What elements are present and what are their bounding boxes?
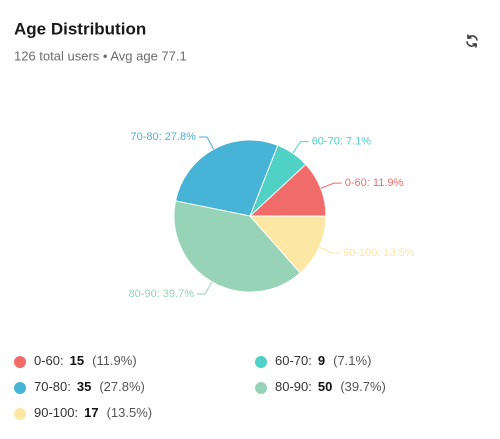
legend-percent: (39.7%) [340, 379, 386, 394]
chart-title: Age Distribution [14, 19, 146, 38]
legend-count: 15 [70, 353, 84, 368]
leader-line [319, 246, 341, 254]
legend-item: 0-60: 15 (11.9%) [14, 353, 137, 368]
leader-line [320, 182, 342, 189]
legend-text: 0-60: 15 (11.9%) [34, 353, 137, 368]
legend-percent: (27.8%) [99, 379, 145, 394]
legend-swatch [255, 382, 267, 394]
legend-label: 90-100: [34, 405, 78, 420]
legend-label: 0-60: [34, 353, 64, 368]
legend-count: 35 [77, 379, 91, 394]
legend-swatch [14, 356, 26, 368]
legend-count: 9 [318, 353, 325, 368]
slice-label: 60-70: 7.1% [312, 136, 372, 148]
legend-label: 80-90: [275, 379, 312, 394]
legend-swatch [14, 408, 26, 420]
legend-percent: (11.9%) [92, 353, 137, 368]
legend-text: 90-100: 17 (13.5%) [34, 405, 152, 420]
legend-text: 60-70: 9 (7.1%) [275, 353, 371, 368]
legend-swatch [255, 356, 267, 368]
legend-percent: (13.5%) [107, 405, 153, 420]
legend-percent: (7.1%) [333, 353, 371, 368]
legend-count: 50 [318, 379, 332, 394]
chart-subtitle: 126 total users • Avg age 77.1 [14, 48, 187, 63]
legend-text: 80-90: 50 (39.7%) [275, 379, 386, 394]
legend-label: 60-70: [275, 353, 312, 368]
slice-label: 0-60: 11.9% [345, 177, 404, 189]
legend-text: 70-80: 35 (27.8%) [34, 379, 145, 394]
leader-line [292, 141, 309, 154]
legend-item: 70-80: 35 (27.8%) [14, 379, 145, 394]
slice-label: 80-90: 39.7% [129, 288, 195, 300]
refresh-arrow [467, 34, 472, 39]
legend-label: 70-80: [34, 379, 71, 394]
slice-label: 90-100: 13.5% [343, 247, 415, 259]
slice-label: 70-80: 27.8% [131, 131, 197, 143]
legend-item: 60-70: 9 (7.1%) [255, 353, 371, 368]
legend-item: 90-100: 17 (13.5%) [14, 405, 152, 420]
legend-count: 17 [84, 405, 98, 420]
leader-line [197, 281, 213, 295]
pie-slice [173, 200, 301, 293]
legend-item: 80-90: 50 (39.7%) [255, 379, 386, 394]
pie-slice [248, 215, 327, 274]
leader-line [198, 136, 215, 150]
legend-swatch [14, 382, 26, 394]
refresh-button[interactable] [466, 34, 478, 48]
pie-slice [174, 139, 279, 217]
refresh-arrow [472, 43, 477, 48]
